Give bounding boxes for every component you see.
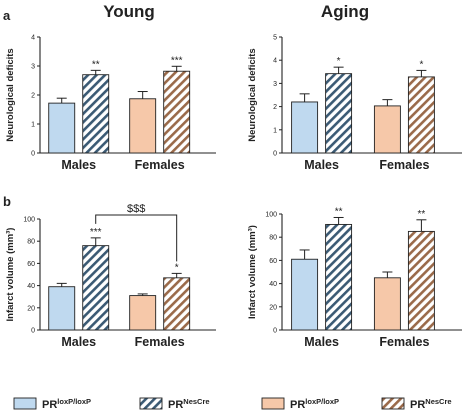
- significance-mark: ***: [90, 227, 102, 238]
- legend-label: PRNesCre: [168, 397, 210, 411]
- y-tick-label: 40: [27, 283, 35, 290]
- bar-females-loxp: [129, 98, 157, 154]
- y-axis-label: Infarct volume (mm³): [5, 228, 16, 322]
- legend: PRloxP/loxP PRNesCre PRloxP/loxP PRNesCre: [13, 397, 452, 411]
- panel-a-young: 0 1 2 3 4 Neurological deficits Males Females **…: [5, 35, 216, 172]
- bar-males-loxp: [291, 258, 319, 331]
- y-tick-label: 4: [31, 35, 35, 42]
- y-tick-label: 20: [27, 305, 35, 312]
- panel-b-young: 0 20 40 60 80 100 Infarct volume (mm³) Males Fem…: [5, 203, 216, 349]
- category-label-males: Males: [61, 158, 96, 172]
- y-tick-label: 0: [273, 151, 277, 158]
- panel-a-aging: 0 1 2 3 4 5 Neurological deficits Males Females *…: [247, 35, 462, 172]
- y-tick-label: 2: [273, 104, 277, 111]
- bar-females-nescre: [163, 277, 191, 331]
- y-tick-label: 80: [269, 235, 277, 242]
- comparison-bracket: [95, 214, 178, 262]
- bar-females-nescre: [407, 230, 435, 331]
- y-tick-label: 0: [273, 328, 277, 335]
- significance-mark: *: [337, 56, 341, 67]
- significance-mark: **: [92, 59, 100, 70]
- panel-label-a: a: [3, 8, 11, 23]
- legend-label: PRloxP/loxP: [290, 397, 339, 411]
- bar-males-loxp: [48, 102, 76, 154]
- y-tick-label: 60: [27, 261, 35, 268]
- y-tick-label: 5: [273, 35, 277, 42]
- bar-females-nescre: [163, 70, 191, 154]
- legend-swatch: [261, 397, 285, 410]
- category-label-females: Females: [379, 158, 429, 172]
- significance-mark: ***: [171, 55, 183, 66]
- y-tick-label: 100: [23, 217, 35, 224]
- bar-males-loxp: [291, 101, 319, 154]
- bar-females-loxp: [373, 105, 401, 154]
- category-label-females: Females: [135, 335, 185, 349]
- y-axis-label: Neurological deficits: [247, 48, 258, 141]
- bar-males-nescre: [82, 245, 110, 331]
- significance-mark: **: [418, 209, 426, 220]
- y-tick-label: 80: [27, 239, 35, 246]
- legend-swatch: [381, 397, 405, 410]
- y-tick-label: 0: [31, 328, 35, 335]
- panel-b-aging: 0 20 40 60 80 100 Infarct volume (mm³) Males Fem…: [247, 206, 462, 349]
- bar-males-nescre: [325, 223, 353, 331]
- y-tick-label: 0: [31, 151, 35, 158]
- y-tick-label: 1: [31, 122, 35, 129]
- bar-males-nescre: [325, 73, 353, 154]
- legend-item-hatch-female: PRNesCre: [381, 397, 452, 411]
- category-label-females: Females: [135, 158, 185, 172]
- category-label-males: Males: [304, 158, 339, 172]
- legend-item-solid-female: PRloxP/loxP: [261, 397, 339, 411]
- bar-males-nescre: [82, 74, 110, 154]
- legend-swatch: [139, 397, 163, 410]
- legend-swatch: [13, 397, 37, 410]
- y-tick-label: 60: [269, 258, 277, 265]
- category-label-males: Males: [61, 335, 96, 349]
- category-label-females: Females: [379, 335, 429, 349]
- y-tick-label: 100: [265, 212, 277, 219]
- y-tick-label: 3: [273, 81, 277, 88]
- y-axis-label: Infarct volume (mm³): [247, 225, 258, 319]
- significance-mark: *: [175, 262, 179, 273]
- y-tick-label: 40: [269, 281, 277, 288]
- y-axis-label: Neurological deficits: [5, 48, 16, 141]
- bar-females-nescre: [407, 76, 435, 154]
- significance-mark: *: [419, 59, 423, 70]
- bar-males-loxp: [48, 286, 76, 331]
- legend-item-hatch-male: PRNesCre: [139, 397, 210, 411]
- legend-label: PRNesCre: [410, 397, 452, 411]
- bar-females-loxp: [373, 277, 401, 331]
- significance-mark: **: [335, 206, 343, 217]
- title-aging: Aging: [321, 2, 369, 21]
- y-tick-label: 2: [31, 93, 35, 100]
- legend-item-solid-male: PRloxP/loxP: [13, 397, 91, 411]
- legend-label: PRloxP/loxP: [42, 397, 91, 411]
- y-tick-label: 3: [31, 64, 35, 71]
- y-tick-label: 1: [273, 127, 277, 134]
- y-tick-label: 4: [273, 58, 277, 65]
- y-tick-label: 20: [269, 304, 277, 311]
- bracket-label: $$$: [127, 203, 145, 215]
- bar-females-loxp: [129, 295, 157, 331]
- panel-label-b: b: [3, 194, 11, 209]
- category-label-males: Males: [304, 335, 339, 349]
- title-young: Young: [103, 2, 155, 21]
